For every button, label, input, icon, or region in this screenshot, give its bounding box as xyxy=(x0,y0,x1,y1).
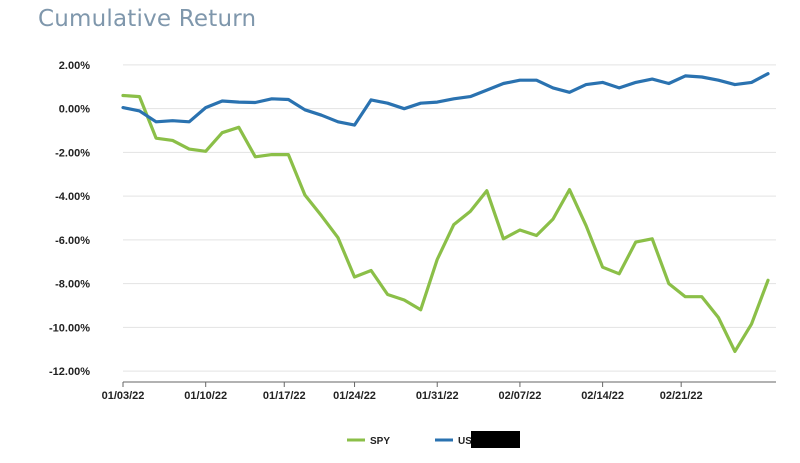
y-tick-label: -12.00% xyxy=(49,366,90,378)
chart-title: Cumulative Return xyxy=(38,6,257,32)
x-tick-label: 02/07/22 xyxy=(499,390,542,402)
x-tick-label: 01/24/22 xyxy=(333,390,376,402)
legend-label-spy: SPY xyxy=(370,436,390,447)
x-tick-label: 01/31/22 xyxy=(416,390,459,402)
chart-grid xyxy=(123,64,776,372)
y-axis-ticks: 2.00% 0.00% -2.00% -4.00% -6.00% -8.00% -10.00… xyxy=(49,60,90,378)
y-tick-label: -10.00% xyxy=(49,322,90,334)
y-tick-label: -6.00% xyxy=(55,235,90,247)
y-tick-label: -4.00% xyxy=(55,191,90,203)
redaction-box xyxy=(471,431,520,448)
x-tick-label: 02/14/22 xyxy=(581,390,624,402)
x-tick-label: 02/21/22 xyxy=(660,390,703,402)
x-tick-label: 01/03/22 xyxy=(102,390,145,402)
y-tick-label: 0.00% xyxy=(59,104,90,116)
y-tick-label: -8.00% xyxy=(55,279,90,291)
x-axis-ticks: 01/03/22 01/10/22 01/17/22 01/24/22 01/31/22… xyxy=(102,382,703,402)
chart-legend: SPY US xyxy=(347,431,520,448)
x-tick-label: 01/10/22 xyxy=(184,390,227,402)
series-lines xyxy=(121,72,770,353)
series-line-us xyxy=(121,72,770,127)
y-tick-label: -2.00% xyxy=(55,147,90,159)
legend-label-us: US xyxy=(458,436,472,447)
x-tick-label: 01/17/22 xyxy=(263,390,306,402)
series-line-spy xyxy=(121,93,770,353)
y-tick-label: 2.00% xyxy=(59,60,90,72)
